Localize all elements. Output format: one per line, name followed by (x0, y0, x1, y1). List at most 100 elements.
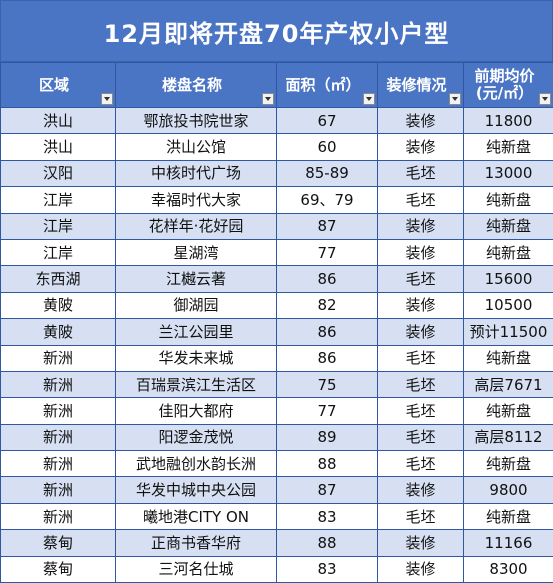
cell-decoration[interactable]: 毛坯 (378, 345, 464, 371)
cell-area[interactable]: 67 (277, 108, 378, 134)
cell-decoration[interactable]: 装修 (378, 530, 464, 556)
filter-dropdown-icon[interactable] (539, 93, 551, 105)
cell-district[interactable]: 新洲 (1, 424, 116, 450)
cell-project[interactable]: 华发中城中央公园 (116, 477, 277, 503)
cell-project[interactable]: 幸福时代大家 (116, 187, 277, 213)
cell-decoration[interactable]: 装修 (378, 239, 464, 265)
cell-price[interactable]: 纯新盘 (464, 398, 553, 424)
cell-district[interactable]: 洪山 (1, 108, 116, 134)
cell-district[interactable]: 江岸 (1, 187, 116, 213)
cell-area[interactable]: 83 (277, 556, 378, 582)
cell-area[interactable]: 77 (277, 239, 378, 265)
cell-decoration[interactable]: 毛坯 (378, 451, 464, 477)
cell-decoration[interactable]: 装修 (378, 213, 464, 239)
cell-project[interactable]: 御湖园 (116, 292, 277, 318)
cell-price[interactable]: 15600 (464, 266, 553, 292)
cell-project[interactable]: 三河名仕城 (116, 556, 277, 582)
cell-price[interactable]: 纯新盘 (464, 345, 553, 371)
cell-area[interactable]: 85-89 (277, 160, 378, 186)
cell-area[interactable]: 77 (277, 398, 378, 424)
filter-dropdown-icon[interactable] (262, 93, 274, 105)
cell-price[interactable]: 13000 (464, 160, 553, 186)
cell-area[interactable]: 86 (277, 319, 378, 345)
cell-district[interactable]: 新洲 (1, 503, 116, 529)
cell-decoration[interactable]: 毛坯 (378, 371, 464, 397)
cell-price[interactable]: 10500 (464, 292, 553, 318)
filter-dropdown-icon[interactable] (363, 93, 375, 105)
cell-project[interactable]: 花样年·花好园 (116, 213, 277, 239)
cell-project[interactable]: 百瑞景滨江生活区 (116, 371, 277, 397)
cell-decoration[interactable]: 毛坯 (378, 424, 464, 450)
cell-price[interactable]: 11800 (464, 108, 553, 134)
cell-decoration[interactable]: 毛坯 (378, 398, 464, 424)
filter-dropdown-icon[interactable] (449, 93, 461, 105)
cell-district[interactable]: 洪山 (1, 134, 116, 160)
cell-district[interactable]: 江岸 (1, 213, 116, 239)
cell-price[interactable]: 高层7671 (464, 371, 553, 397)
cell-decoration[interactable]: 装修 (378, 108, 464, 134)
cell-district[interactable]: 汉阳 (1, 160, 116, 186)
cell-district[interactable]: 东西湖 (1, 266, 116, 292)
cell-decoration[interactable]: 装修 (378, 319, 464, 345)
cell-area[interactable]: 86 (277, 266, 378, 292)
cell-price[interactable]: 11166 (464, 530, 553, 556)
cell-price[interactable]: 纯新盘 (464, 187, 553, 213)
cell-project[interactable]: 正商书香华府 (116, 530, 277, 556)
cell-area[interactable]: 82 (277, 292, 378, 318)
cell-price[interactable]: 纯新盘 (464, 503, 553, 529)
cell-project[interactable]: 阳逻金茂悦 (116, 424, 277, 450)
cell-decoration[interactable]: 装修 (378, 556, 464, 582)
cell-district[interactable]: 黄陂 (1, 292, 116, 318)
cell-price[interactable]: 纯新盘 (464, 213, 553, 239)
cell-project[interactable]: 武地融创水韵长洲 (116, 451, 277, 477)
cell-project[interactable]: 兰江公园里 (116, 319, 277, 345)
cell-area[interactable]: 86 (277, 345, 378, 371)
cell-district[interactable]: 新洲 (1, 451, 116, 477)
cell-area[interactable]: 87 (277, 213, 378, 239)
cell-decoration[interactable]: 毛坯 (378, 160, 464, 186)
cell-price[interactable]: 9800 (464, 477, 553, 503)
cell-price[interactable]: 纯新盘 (464, 134, 553, 160)
cell-district[interactable]: 新洲 (1, 345, 116, 371)
cell-area[interactable]: 88 (277, 530, 378, 556)
cell-decoration[interactable]: 装修 (378, 477, 464, 503)
cell-decoration[interactable]: 毛坯 (378, 187, 464, 213)
cell-price[interactable]: 预计11500 (464, 319, 553, 345)
cell-project[interactable]: 佳阳大都府 (116, 398, 277, 424)
cell-price[interactable]: 8300 (464, 556, 553, 582)
cell-project[interactable]: 中核时代广场 (116, 160, 277, 186)
cell-district[interactable]: 江岸 (1, 239, 116, 265)
cell-district[interactable]: 新洲 (1, 398, 116, 424)
cell-decoration[interactable]: 毛坯 (378, 503, 464, 529)
cell-decoration[interactable]: 毛坯 (378, 266, 464, 292)
cell-area[interactable]: 87 (277, 477, 378, 503)
cell-district[interactable]: 蔡甸 (1, 556, 116, 582)
filter-dropdown-icon[interactable] (101, 93, 113, 105)
cell-district[interactable]: 新洲 (1, 477, 116, 503)
cell-district[interactable]: 新洲 (1, 371, 116, 397)
cell-price[interactable]: 高层8112 (464, 424, 553, 450)
cell-project[interactable]: 洪山公馆 (116, 134, 277, 160)
header-decoration-label: 装修情况 (378, 77, 463, 94)
cell-area[interactable]: 83 (277, 503, 378, 529)
cell-price[interactable]: 纯新盘 (464, 451, 553, 477)
cell-area[interactable]: 60 (277, 134, 378, 160)
cell-decoration[interactable]: 装修 (378, 292, 464, 318)
cell-project[interactable]: 鄂旅投书院世家 (116, 108, 277, 134)
cell-project[interactable]: 星湖湾 (116, 239, 277, 265)
cell-district[interactable]: 蔡甸 (1, 530, 116, 556)
cell-area[interactable]: 89 (277, 424, 378, 450)
cell-decoration[interactable]: 装修 (378, 134, 464, 160)
cell-price[interactable]: 纯新盘 (464, 239, 553, 265)
cell-project[interactable]: 华发未来城 (116, 345, 277, 371)
cell-area[interactable]: 88 (277, 451, 378, 477)
cell-project[interactable]: 江樾云著 (116, 266, 277, 292)
cell-area[interactable]: 69、79 (277, 187, 378, 213)
cell-project[interactable]: 曦地港CITY ON (116, 503, 277, 529)
cell-area[interactable]: 75 (277, 371, 378, 397)
cell-district[interactable]: 黄陂 (1, 319, 116, 345)
